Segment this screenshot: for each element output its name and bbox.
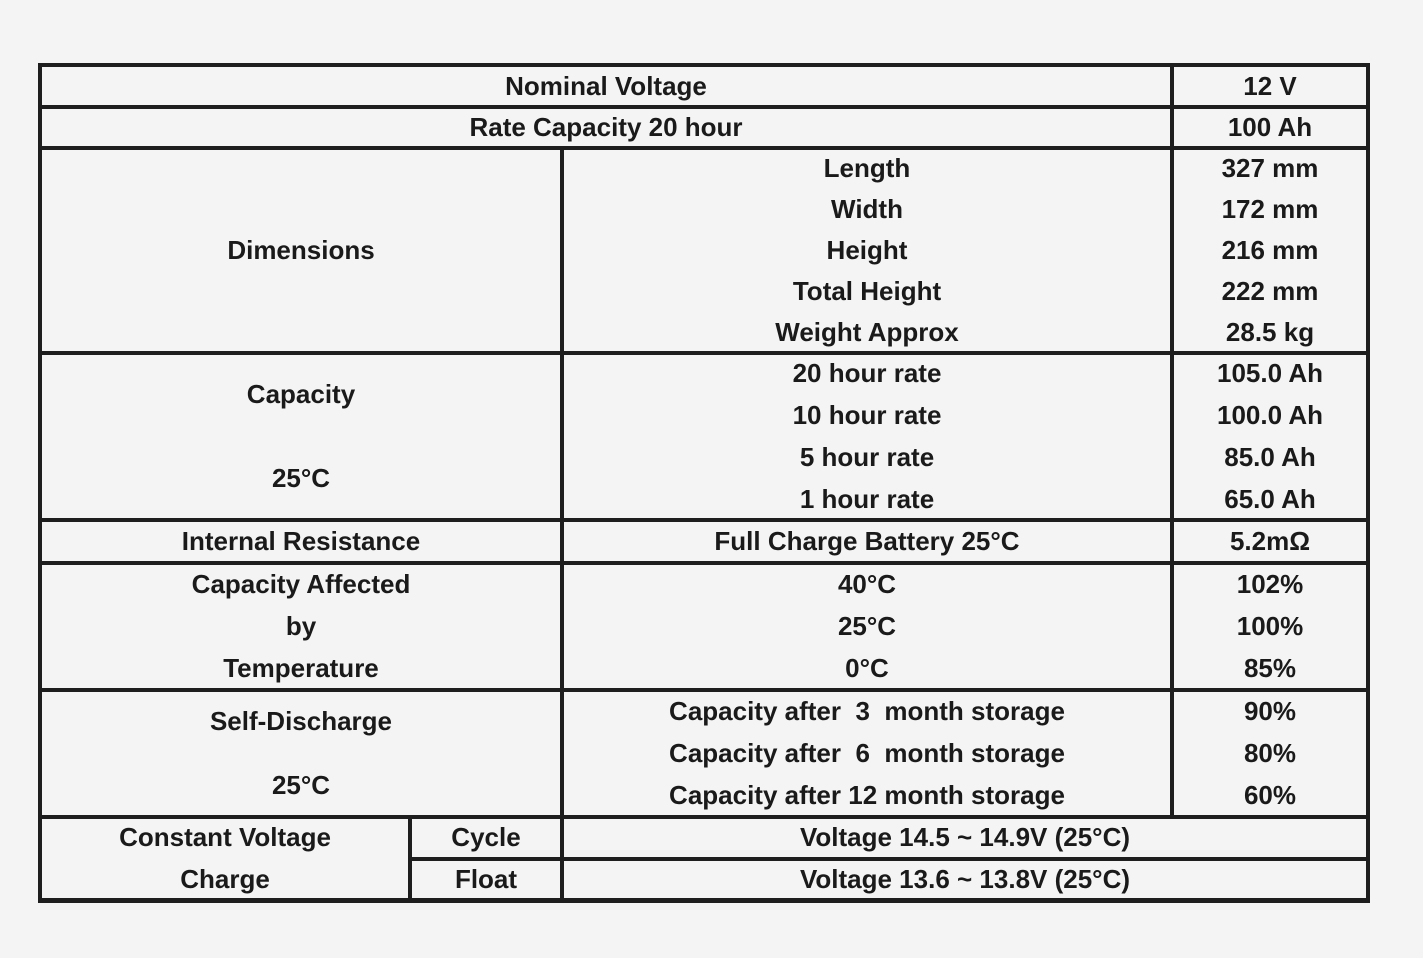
value: 222 mm — [1221, 276, 1319, 306]
label-cell — [40, 690, 562, 817]
item-label: Total Height — [792, 276, 942, 306]
value: Voltage 13.6 ~ 13.8V (25°C) — [799, 863, 1130, 894]
item-cell — [562, 353, 1172, 520]
label-cell — [40, 563, 562, 690]
item-label: Weight Approx — [775, 317, 959, 347]
item-cell — [562, 690, 1172, 817]
label-cell — [40, 817, 410, 900]
value: 172 mm — [1221, 194, 1319, 224]
value: 60% — [1243, 780, 1297, 811]
section-label: Temperature — [223, 653, 379, 684]
value: 102% — [1236, 568, 1304, 599]
value: 105.0 Ah — [1217, 358, 1323, 389]
mode-label: Float — [454, 863, 518, 894]
value: 216 mm — [1221, 235, 1319, 265]
item-label: Height — [826, 235, 908, 265]
value: 5.2mΩ — [1229, 526, 1311, 556]
value: 100.0 Ah — [1217, 400, 1323, 431]
value-cell — [1172, 563, 1368, 690]
value-cell — [1172, 107, 1368, 148]
section-label: Rate Capacity 20 hour — [469, 112, 743, 142]
section-label: Constant Voltage — [119, 822, 331, 853]
section-label: Nominal Voltage — [505, 70, 707, 101]
value: 327 mm — [1221, 153, 1319, 183]
label-cell — [40, 353, 562, 520]
item-label: Capacity after 3 month storage — [669, 695, 1065, 726]
item-label: Capacity after 6 month storage — [669, 737, 1065, 768]
table-frame — [38, 63, 1370, 903]
item-label: Full Charge Battery 25°C — [714, 526, 1020, 556]
value-cell — [1172, 353, 1368, 520]
item-label: Capacity after 12 month storage — [669, 780, 1065, 811]
section-label: by — [285, 610, 317, 641]
value-cell — [1172, 148, 1368, 353]
item-label: 10 hour rate — [792, 400, 942, 431]
section-label: Capacity — [246, 379, 356, 410]
label-cell — [40, 65, 1172, 107]
item-label: Width — [831, 194, 903, 224]
mode-cell — [410, 817, 562, 859]
value: 100% — [1236, 610, 1304, 641]
value: 12 V — [1243, 70, 1297, 101]
section-label: Dimensions — [227, 235, 375, 265]
item-cell — [562, 520, 1172, 563]
value-cell — [1172, 520, 1368, 563]
mode-cell — [410, 858, 562, 900]
value: 100 Ah — [1227, 112, 1313, 142]
item-cell — [562, 148, 1172, 353]
item-cell — [562, 563, 1172, 690]
label-cell — [40, 107, 1172, 148]
item-label: 5 hour rate — [799, 441, 935, 472]
value: 85.0 Ah — [1224, 441, 1316, 472]
value: 28.5 kg — [1225, 317, 1315, 347]
mode-label: Cycle — [451, 822, 521, 853]
value: 80% — [1243, 737, 1297, 768]
label-cell — [40, 148, 562, 353]
value: 85% — [1243, 653, 1297, 684]
section-label: 25°C — [271, 462, 331, 493]
value-cell — [562, 858, 1368, 900]
value: 90% — [1243, 695, 1297, 726]
section-label: 25°C — [271, 769, 331, 800]
section-label: Charge — [180, 863, 270, 894]
item-label: 25°C — [837, 610, 897, 641]
item-label: Length — [823, 153, 911, 183]
section-label: Capacity Affected — [191, 568, 411, 599]
item-label: 40°C — [837, 568, 897, 599]
label-cell — [40, 520, 562, 563]
item-label: 1 hour rate — [799, 483, 935, 514]
section-label: Self-Discharge — [209, 706, 393, 737]
value: Voltage 14.5 ~ 14.9V (25°C) — [799, 822, 1130, 853]
item-label: 0°C — [845, 653, 889, 684]
value-cell — [1172, 690, 1368, 817]
item-label: 20 hour rate — [792, 358, 942, 389]
section-label: Internal Resistance — [181, 526, 421, 556]
value-cell — [562, 817, 1368, 859]
value: 65.0 Ah — [1224, 483, 1316, 514]
value-cell — [1172, 65, 1368, 107]
